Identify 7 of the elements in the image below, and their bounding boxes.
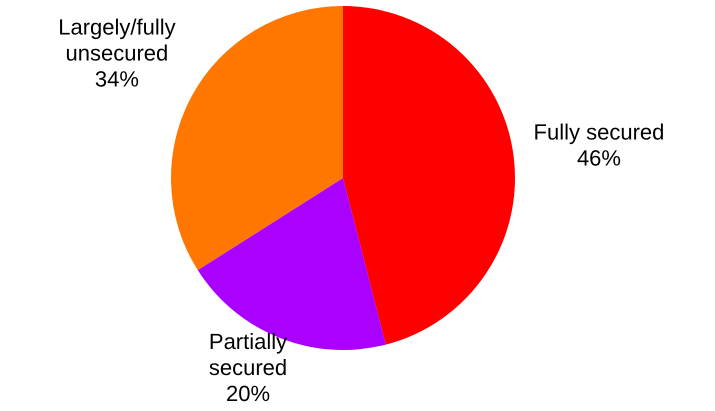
data-label: 46% <box>576 146 621 171</box>
slice-label: Fully secured <box>534 120 664 145</box>
pie-slice <box>343 6 515 345</box>
slice-label: Partially secured <box>208 329 288 380</box>
data-label: 20% <box>226 381 270 406</box>
slice-label: Largely/fully unsecured <box>58 14 176 66</box>
data-label: 34% <box>94 66 139 92</box>
